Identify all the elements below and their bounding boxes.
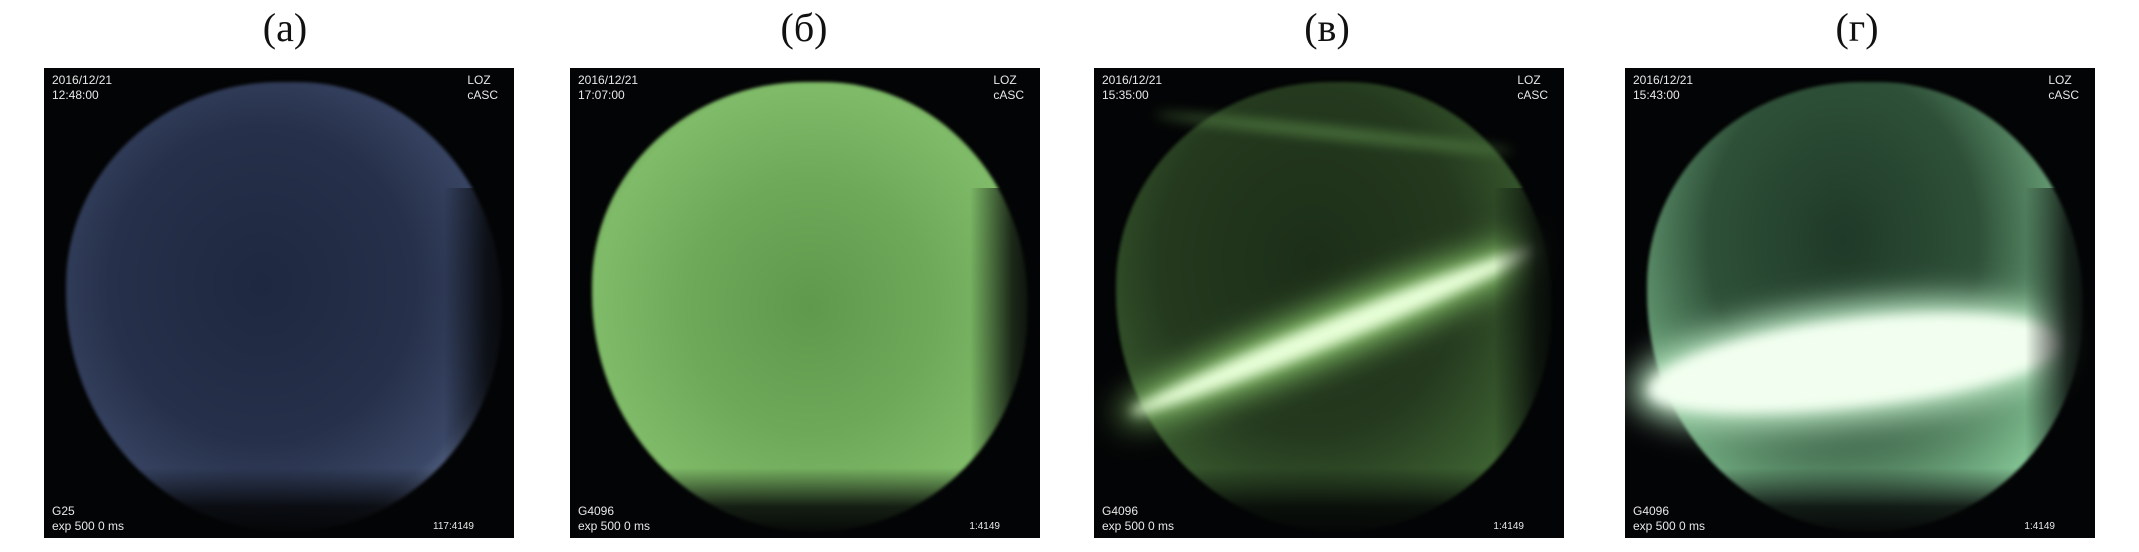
sky-dome — [1116, 82, 1552, 532]
tree-silhouettes — [970, 188, 1040, 518]
exposure-info: G4096 exp 500 0 ms — [578, 504, 651, 533]
timestamp: 2016/12/21 15:35:00 — [1102, 73, 1163, 102]
station-info: LOZ cASC — [993, 73, 1024, 102]
station-info: LOZ cASC — [2048, 73, 2079, 102]
timestamp: 2016/12/21 15:43:00 — [1633, 73, 1694, 102]
timestamp: 2016/12/21 12:48:00 — [52, 73, 113, 102]
timestamp: 2016/12/21 17:07:00 — [578, 73, 639, 102]
allsky-image-d: 2016/12/21 15:43:00 LOZ cASC G4096 exp 500 … — [1625, 68, 2095, 538]
panel-a-label: (а) — [262, 5, 308, 50]
exposure-info: G25 exp 500 0 ms — [52, 504, 125, 533]
sky-dome — [1647, 82, 2083, 532]
exposure-info: G4096 exp 500 0 ms — [1633, 504, 1706, 533]
station-info: LOZ cASC — [467, 73, 498, 102]
sky-dome — [592, 82, 1028, 532]
allsky-image-b: 2016/12/21 17:07:00 LOZ cASC G4096 exp 500 … — [570, 68, 1040, 538]
panel-b-label: (б) — [780, 5, 828, 50]
station-info: LOZ cASC — [1517, 73, 1548, 102]
allsky-image-c: 2016/12/21 15:35:00 LOZ cASC G4096 exp 500 … — [1094, 68, 1564, 538]
frame-counter: 1:4149 — [2024, 521, 2055, 532]
tree-silhouettes — [44, 468, 514, 538]
exposure-info: G4096 exp 500 0 ms — [1102, 504, 1175, 533]
tree-silhouettes — [1625, 468, 2095, 538]
tree-silhouettes — [444, 188, 514, 518]
allsky-image-a: 2016/12/21 12:48:00 LOZ cASC G25 exp 500 0 … — [44, 68, 514, 538]
panel-d-label: (г) — [1835, 5, 1879, 50]
frame-counter: 1:4149 — [969, 521, 1000, 532]
panel-c-label: (в) — [1304, 5, 1350, 50]
tree-silhouettes — [1094, 468, 1564, 538]
tree-silhouettes — [2025, 188, 2095, 518]
tree-silhouettes — [570, 468, 1040, 538]
tree-silhouettes — [1494, 188, 1564, 518]
frame-counter: 117:4149 — [433, 521, 474, 532]
frame-counter: 1:4149 — [1493, 521, 1524, 532]
sky-dome — [66, 82, 502, 532]
